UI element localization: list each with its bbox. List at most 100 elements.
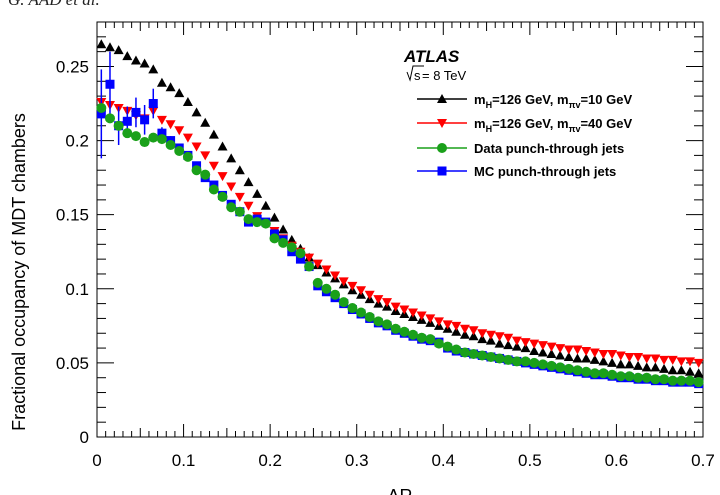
data-point (676, 375, 687, 386)
data-point (260, 218, 271, 229)
y-tick-label: 0.1 (65, 280, 89, 299)
data-point (468, 331, 479, 341)
data-point (563, 345, 574, 355)
data-point (364, 290, 375, 300)
data-point (304, 253, 315, 263)
data-point (425, 334, 436, 345)
data-point (191, 165, 202, 176)
data-point (537, 341, 548, 351)
data-point (572, 365, 583, 376)
data-point (503, 354, 514, 365)
data-point (416, 332, 427, 343)
data-point (659, 355, 670, 365)
data-point (113, 120, 124, 131)
data-point (459, 324, 470, 334)
data-point (563, 351, 574, 361)
data-point (200, 169, 211, 180)
data-point (641, 354, 652, 364)
data-point (312, 259, 323, 269)
data-point (217, 172, 228, 182)
data-point (693, 358, 704, 368)
data-point (234, 192, 245, 202)
data-point (685, 375, 696, 386)
data-point (208, 161, 219, 171)
data-point (217, 141, 228, 151)
y-tick-label: 0.15 (56, 206, 89, 225)
data-point (156, 115, 167, 125)
data-point (511, 356, 522, 367)
data-point (148, 99, 158, 109)
data-point (347, 303, 358, 314)
y-tick-label: 0.05 (56, 354, 89, 373)
data-point (615, 371, 626, 382)
data-point (347, 281, 358, 291)
data-point (390, 302, 401, 312)
data-point (520, 356, 531, 367)
data-point (537, 347, 548, 357)
y-axis-title: Fractional occupancy of MDT chambers (9, 113, 29, 431)
data-point (503, 340, 514, 350)
data-point (416, 311, 427, 321)
data-point (607, 369, 618, 380)
x-tick-label: 0.2 (258, 451, 282, 470)
data-point (321, 265, 332, 275)
data-point (685, 357, 696, 367)
data-point (338, 277, 349, 287)
data-point (624, 359, 635, 369)
x-tick-label: 0.4 (431, 451, 455, 470)
data-point (243, 201, 254, 211)
data-point (156, 134, 167, 145)
data-point (373, 316, 384, 327)
data-point (537, 359, 548, 370)
data-point (122, 51, 133, 61)
data-point (468, 349, 479, 359)
data-point (182, 151, 193, 162)
data-point (174, 145, 185, 156)
data-point (581, 366, 592, 377)
data-point (286, 242, 297, 253)
data-point (174, 88, 185, 98)
data-point (615, 359, 626, 369)
data-point (589, 348, 600, 358)
legend-entry: mH=126 GeV, mπv=10 GeV (417, 92, 632, 110)
data-point (286, 234, 297, 244)
data-point (390, 323, 401, 334)
data-point (130, 55, 141, 65)
data-point (520, 338, 531, 348)
data-point (269, 212, 280, 222)
data-point (96, 109, 106, 119)
data-point (693, 368, 704, 378)
energy-root: s (414, 68, 421, 83)
data-point (624, 371, 635, 382)
data-point (555, 362, 566, 373)
data-point (633, 372, 644, 383)
data-point (191, 142, 202, 152)
data-point (503, 333, 514, 343)
data-point (252, 188, 263, 198)
data-point (226, 182, 237, 192)
data-point (382, 298, 393, 308)
legend-marker (437, 119, 447, 128)
data-point (382, 319, 393, 330)
data-point (131, 107, 141, 117)
data-point (529, 346, 540, 356)
data-point (598, 356, 609, 366)
tick-labels: 0 0.1 0.2 0.3 0.4 0.5 0.6 0.7 0 0.05 0.1 0.15 0.2 0.2… (56, 57, 715, 470)
data-point (442, 320, 453, 330)
legend-marker (437, 94, 447, 103)
data-point (105, 79, 115, 89)
data-point (139, 137, 150, 148)
data-point (520, 343, 531, 353)
data-point (555, 350, 566, 360)
data-point (364, 311, 375, 322)
legend: mH=126 GeV, mπv=10 GeV mH=126 GeV, mπv=40… (417, 92, 632, 179)
data-point (208, 129, 219, 139)
data-point (433, 338, 444, 349)
data-point (589, 368, 600, 379)
data-point (407, 329, 418, 340)
x-tick-label: 0.3 (345, 451, 369, 470)
data-point (676, 365, 687, 375)
data-point (148, 132, 159, 143)
data-point (624, 352, 635, 362)
